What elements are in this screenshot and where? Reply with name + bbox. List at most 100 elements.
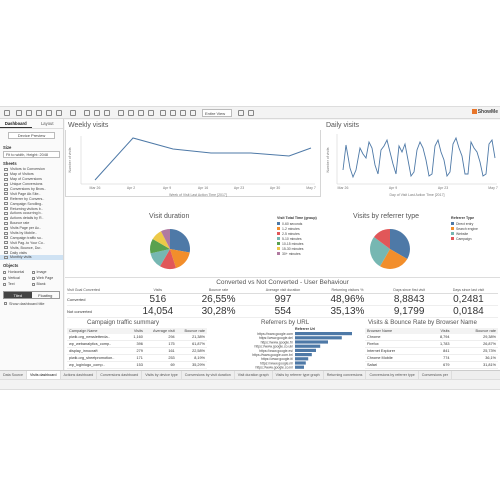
sheet-tab[interactable]: Actions dashboard bbox=[60, 371, 98, 379]
referrer-slice-1[interactable] bbox=[380, 249, 408, 269]
tooltip-icon[interactable] bbox=[190, 110, 196, 116]
referrers-url-chart[interactable]: Referrer Url https://www.google.comhttps… bbox=[213, 326, 359, 370]
object-item[interactable]: Text bbox=[3, 282, 32, 287]
logo-icon[interactable] bbox=[4, 110, 10, 116]
kpi-value: 14,054 bbox=[128, 305, 187, 318]
referrer-bar[interactable] bbox=[295, 365, 304, 369]
pin-icon[interactable] bbox=[180, 110, 186, 116]
show-me-button[interactable]: ShowMe bbox=[471, 109, 498, 115]
sort-ascending-icon[interactable] bbox=[94, 110, 100, 116]
sheet-tab[interactable]: Visits dashboard bbox=[26, 371, 61, 379]
sheet-item[interactable]: Referrer by Convers.. bbox=[0, 196, 63, 201]
sheet-item[interactable]: Unique Conversions bbox=[0, 182, 63, 187]
sheet-item[interactable]: Visitors to Conversion bbox=[0, 167, 63, 172]
table-row: Converted 516 26,55% 997 48,96% 8,8843 0,2481 bbox=[67, 293, 498, 306]
referrer-bar[interactable] bbox=[295, 348, 316, 352]
sheet-item[interactable]: Visits, Bounce, Dur.. bbox=[0, 245, 63, 250]
sheet-tab[interactable]: Conversions by referrer type bbox=[366, 371, 419, 379]
duration-slice-4[interactable] bbox=[150, 239, 170, 254]
sheet-item[interactable]: Map of Conversions bbox=[0, 177, 63, 182]
sheet-item[interactable]: Visit Pag..to Your Co.. bbox=[0, 240, 63, 245]
weekly-visits-chart[interactable]: Number of visits Mar 26 Apr 2 Apr 9 Apr 16 A… bbox=[65, 130, 321, 198]
highlight-icon[interactable] bbox=[118, 110, 124, 116]
duplicate-icon[interactable] bbox=[56, 110, 62, 116]
sheet-item[interactable]: Bounce rate bbox=[0, 221, 63, 226]
sheet-item-label: Referrer by Convers.. bbox=[10, 196, 45, 201]
show-title-checkbox[interactable]: Show dashboard title bbox=[0, 302, 63, 306]
sort-descending-icon[interactable] bbox=[104, 110, 110, 116]
format-icon[interactable] bbox=[148, 110, 154, 116]
duration-slice-5[interactable] bbox=[152, 231, 170, 249]
object-item[interactable]: Horizontal bbox=[3, 270, 32, 275]
referrer-slice-2[interactable] bbox=[370, 237, 390, 267]
reset-icon[interactable] bbox=[170, 110, 176, 116]
redo-icon[interactable] bbox=[26, 110, 32, 116]
tab-layout[interactable]: Layout bbox=[40, 121, 54, 126]
data-source-tab[interactable]: Data Source bbox=[0, 371, 27, 379]
duration-slice-0[interactable] bbox=[170, 229, 191, 253]
clear-icon[interactable] bbox=[70, 110, 76, 116]
sheet-tab[interactable]: Visit duration graph bbox=[234, 371, 273, 379]
sheet-tab[interactable]: Returning conversions bbox=[323, 371, 367, 379]
legend-label: 5-10 minutes bbox=[282, 237, 302, 241]
fix-axes-icon[interactable] bbox=[160, 110, 166, 116]
referrer-bar[interactable] bbox=[295, 336, 342, 340]
sheet-tab[interactable]: Visits by referrer type graph bbox=[272, 371, 324, 379]
worksheet-icon bbox=[4, 226, 8, 230]
sheet-tab[interactable]: Conversions by visit duration bbox=[181, 371, 235, 379]
object-item[interactable]: Blank bbox=[31, 282, 61, 287]
sheet-item-label: Visits, Bounce, Dur.. bbox=[10, 245, 43, 250]
duration-slice-6[interactable] bbox=[161, 229, 170, 249]
swap-icon[interactable] bbox=[84, 110, 90, 116]
sheet-item[interactable]: Daily visits bbox=[0, 250, 63, 255]
tab-dashboard[interactable]: Dashboard bbox=[0, 119, 32, 128]
object-item[interactable]: Web Page bbox=[31, 276, 61, 281]
referrer-bar[interactable] bbox=[295, 357, 309, 361]
save-icon[interactable] bbox=[36, 110, 42, 116]
label-icon[interactable] bbox=[138, 110, 144, 116]
duration-slice-2[interactable] bbox=[160, 249, 176, 270]
sheet-item[interactable]: Map of Visitors bbox=[0, 172, 63, 177]
referrer-slice-3[interactable] bbox=[374, 229, 390, 249]
new-sheet-icon[interactable] bbox=[46, 110, 52, 116]
referrer-bar[interactable] bbox=[295, 361, 306, 365]
sheet-item[interactable]: Visits by Mobile.. bbox=[0, 231, 63, 236]
referrer-bar[interactable] bbox=[295, 340, 328, 344]
sheet-tab[interactable]: Conversions per bbox=[418, 371, 452, 379]
sheet-item[interactable]: Actions details by R.. bbox=[0, 216, 63, 221]
sheet-item[interactable]: Monthly visits bbox=[0, 255, 63, 260]
device-preview-button[interactable]: Device Preview bbox=[8, 132, 55, 139]
duration-slice-1[interactable] bbox=[170, 249, 190, 269]
sheet-item[interactable]: Campaign traffic su.. bbox=[0, 235, 63, 240]
presentation-icon[interactable] bbox=[238, 110, 244, 116]
table-cell: 161 bbox=[144, 347, 177, 356]
sheet-item[interactable]: Campaign Scrolling.. bbox=[0, 201, 63, 206]
sheet-item[interactable]: Visit Page Ab.Site.. bbox=[0, 191, 63, 196]
sheet-tab[interactable]: Conversions dashboard bbox=[97, 371, 143, 379]
tiled-button[interactable]: Tiled bbox=[4, 291, 32, 298]
referrer-type-pie[interactable] bbox=[365, 224, 415, 274]
visit-duration-pie[interactable] bbox=[145, 224, 195, 274]
referrer-bar[interactable] bbox=[295, 353, 312, 357]
undo-icon[interactable] bbox=[16, 110, 22, 116]
referrer-bar[interactable] bbox=[295, 332, 352, 336]
object-item[interactable]: Vertical bbox=[3, 276, 32, 281]
fit-select[interactable]: Entire View bbox=[202, 109, 232, 117]
table-cell: 61,87% bbox=[176, 340, 207, 349]
table-cell: 841 bbox=[425, 347, 452, 356]
sheet-tab[interactable]: Visits by device type bbox=[142, 371, 182, 379]
size-select[interactable]: Fit to width, Height: 2048 bbox=[3, 151, 60, 158]
sheet-item[interactable]: Conversions by Brow.. bbox=[0, 187, 63, 192]
referrer-slice-0[interactable] bbox=[390, 229, 410, 259]
object-item[interactable]: Image bbox=[31, 270, 61, 275]
share-icon[interactable] bbox=[248, 110, 254, 116]
sheet-item[interactable]: Returning visitors b.. bbox=[0, 206, 63, 211]
referrer-bar[interactable] bbox=[295, 344, 321, 348]
daily-visits-chart[interactable]: Number of visits Mar 26 Apr 9 Apr 23 May 7 … bbox=[323, 130, 500, 198]
floating-button[interactable]: Floating bbox=[38, 292, 53, 298]
duration-slice-3[interactable] bbox=[150, 249, 171, 267]
sheet-item[interactable]: Visits Page per Ac.. bbox=[0, 226, 63, 231]
group-icon[interactable] bbox=[128, 110, 134, 116]
table-cell: 171 bbox=[128, 354, 145, 363]
sheet-item[interactable]: Actions occurring b.. bbox=[0, 211, 63, 216]
